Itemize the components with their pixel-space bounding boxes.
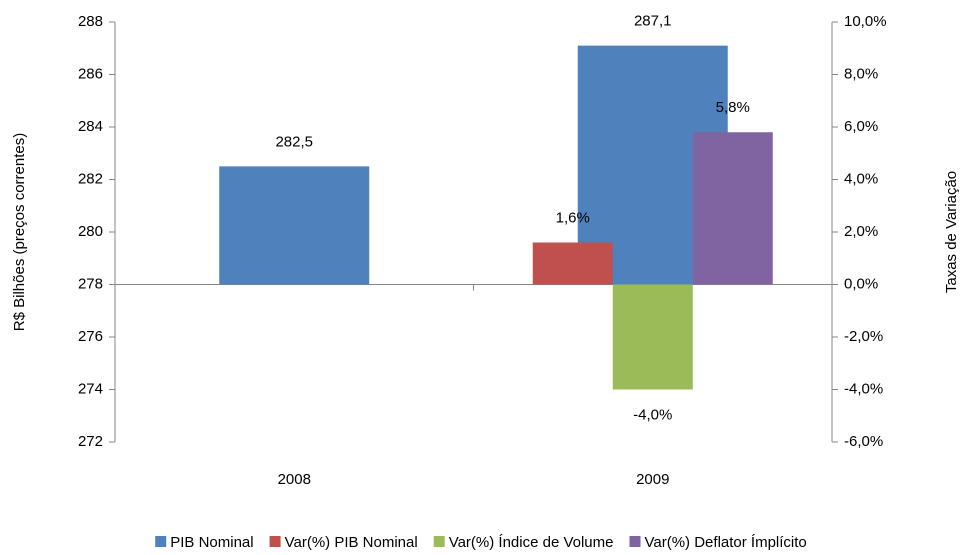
legend-swatch (433, 536, 445, 547)
y-tick-label: 284 (78, 118, 103, 135)
legend-swatch (629, 536, 641, 547)
legend-label: Var(%) Índice de Volume (449, 534, 614, 551)
y2-tick-label: 10,0% (844, 13, 887, 30)
y-tick-label: 274 (78, 380, 103, 397)
legend-swatch (155, 536, 167, 547)
y-tick-label: 288 (78, 13, 103, 30)
y-tick-label: 286 (78, 65, 103, 82)
data-label: 1,6% (556, 209, 590, 226)
bar (532, 242, 613, 285)
y2-tick-label: 8,0% (844, 65, 878, 82)
y2-axis-title: Taxas de Variação (943, 171, 960, 293)
data-label: 287,1 (634, 13, 672, 30)
data-label: -4,0% (633, 406, 672, 423)
data-label: 5,8% (716, 99, 750, 116)
bar (219, 166, 370, 285)
legend-label: Var(%) PIB Nominal (285, 534, 418, 551)
y2-tick-label: 6,0% (844, 118, 878, 135)
x-tick-label: 2009 (636, 471, 669, 488)
y-tick-label: 278 (78, 275, 103, 292)
y2-tick-label: -4,0% (844, 380, 883, 397)
y2-tick-label: -6,0% (844, 433, 883, 450)
legend-swatch (269, 536, 281, 547)
y-axis-title: R$ Bilhões (preços correntes) (11, 133, 28, 331)
bar (692, 132, 773, 285)
y2-tick-label: 0,0% (844, 275, 878, 292)
data-label: 282,5 (275, 133, 313, 150)
legend-label: PIB Nominal (170, 534, 253, 551)
bar (612, 284, 693, 390)
y-tick-label: 276 (78, 328, 103, 345)
x-tick-label: 2008 (278, 471, 311, 488)
y-tick-label: 280 (78, 223, 103, 240)
y2-tick-label: 4,0% (844, 170, 878, 187)
y2-tick-label: -2,0% (844, 328, 883, 345)
y-tick-label: 272 (78, 433, 103, 450)
y2-tick-label: 2,0% (844, 223, 878, 240)
legend-label: Var(%) Deflator Ímplícito (645, 534, 807, 551)
y-tick-label: 282 (78, 170, 103, 187)
